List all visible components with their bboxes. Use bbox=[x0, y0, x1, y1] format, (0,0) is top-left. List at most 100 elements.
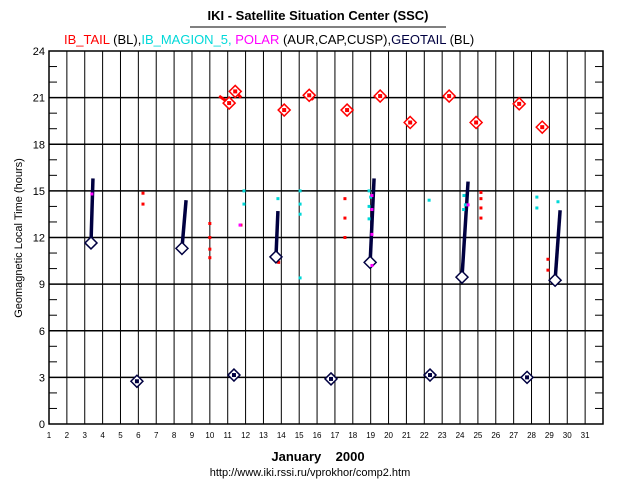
ib-tail-point bbox=[343, 197, 347, 201]
x-axis-label: January 2000 bbox=[271, 449, 364, 464]
magion5-point bbox=[535, 206, 539, 210]
ib-tail-point bbox=[343, 236, 347, 239]
ib-tail-point bbox=[208, 256, 212, 260]
ib-tail-point bbox=[378, 94, 383, 99]
x-tick-label: 25 bbox=[473, 431, 482, 440]
geotail-track bbox=[274, 211, 280, 258]
magion5-point bbox=[367, 217, 371, 221]
ib-tail-point bbox=[208, 236, 212, 239]
y-tick-label: 15 bbox=[33, 186, 45, 198]
legend-geotail: GEOTAIL bbox=[391, 32, 446, 47]
x-tick-label: 12 bbox=[241, 431, 250, 440]
y-tick-label: 18 bbox=[33, 139, 45, 151]
geotail-point bbox=[329, 376, 334, 381]
geotail-track bbox=[553, 210, 562, 281]
x-tick-label: 4 bbox=[100, 431, 105, 440]
geotail-track bbox=[460, 181, 470, 278]
polar-point bbox=[370, 232, 374, 236]
geotail-diamond bbox=[548, 273, 563, 288]
grid bbox=[48, 50, 604, 425]
ib-tail-point bbox=[546, 257, 550, 261]
y-tick-label: 0 bbox=[39, 419, 45, 431]
ib-tail-point bbox=[408, 120, 413, 125]
polar-point bbox=[238, 223, 242, 227]
geotail-point bbox=[231, 373, 236, 378]
polar-point bbox=[466, 203, 470, 207]
legend-polar-suffix: (AUR,CAP,CUSP), bbox=[279, 32, 391, 47]
ib-tail-point bbox=[479, 206, 483, 210]
geotail-diamond bbox=[268, 249, 284, 264]
magion5-point bbox=[462, 194, 466, 198]
magion5-point bbox=[367, 204, 371, 208]
ib-tail-point bbox=[282, 108, 287, 113]
x-tick-label: 27 bbox=[509, 431, 518, 440]
magion5-point bbox=[242, 189, 246, 193]
x-tick-label: 24 bbox=[456, 431, 465, 440]
ib-tail-point bbox=[227, 101, 232, 106]
y-tick-label: 9 bbox=[39, 279, 45, 291]
x-tick-label: 2 bbox=[65, 431, 70, 440]
geotail-diamond bbox=[83, 235, 99, 251]
x-tick-label: 17 bbox=[330, 431, 339, 440]
x-tick-label: 26 bbox=[491, 431, 500, 440]
x-tick-label: 13 bbox=[259, 431, 268, 440]
polar-point bbox=[370, 263, 374, 267]
x-tick-label: 9 bbox=[190, 431, 195, 440]
ib-tail-point bbox=[479, 190, 483, 194]
legend-magion5: IB_MAGION_5, bbox=[141, 32, 231, 47]
ib-tail-point bbox=[546, 268, 550, 272]
y-tick-label: 12 bbox=[33, 233, 45, 245]
x-tick-label: 30 bbox=[563, 431, 572, 440]
magion5-point bbox=[556, 200, 560, 204]
magion5-point bbox=[535, 195, 539, 199]
ib-tail-point bbox=[141, 191, 145, 195]
magion5-point bbox=[298, 212, 302, 216]
tick-labels: 1 2 3 4 5 6 7 8 9 10 11 12 13 14 15 16 17 18 19 20 21 22 23 24 2… bbox=[33, 46, 590, 440]
legend-polar: POLAR bbox=[235, 32, 279, 47]
geotail-point bbox=[525, 375, 530, 380]
polar-point bbox=[90, 192, 94, 196]
x-tick-label: 23 bbox=[438, 431, 447, 440]
magion5-point bbox=[276, 197, 280, 201]
y-tick-label: 21 bbox=[33, 93, 45, 105]
magion5-point bbox=[462, 208, 466, 212]
geotail-diamond bbox=[454, 270, 470, 285]
footer-url: http://www.iki.rssi.ru/vprokhor/comp2.ht… bbox=[210, 467, 411, 479]
magion5-point bbox=[463, 203, 467, 207]
ib-tail-point bbox=[345, 108, 350, 113]
ib-tail-point bbox=[208, 247, 212, 251]
geotail-point bbox=[134, 379, 139, 384]
legend: IB_TAIL (BL),IB_MAGION_5, POLAR (AUR,CAP… bbox=[64, 32, 474, 47]
x-tick-label: 29 bbox=[545, 431, 554, 440]
magion5-point bbox=[369, 195, 373, 199]
geotail-diamond bbox=[363, 255, 378, 270]
geotail-track bbox=[368, 178, 376, 263]
geotail-track bbox=[180, 200, 188, 249]
ib-tail-point bbox=[474, 120, 479, 125]
geotail-track bbox=[89, 178, 95, 243]
legend-ib-tail: IB_TAIL bbox=[64, 32, 110, 47]
x-tick-label: 21 bbox=[402, 431, 411, 440]
ib-tail-point bbox=[277, 260, 281, 264]
data-marks bbox=[83, 84, 563, 389]
geotail-diamond bbox=[174, 241, 190, 256]
ib-tail-point bbox=[447, 94, 452, 99]
ib-tail-point bbox=[479, 216, 483, 220]
ib-tail-point bbox=[540, 125, 545, 130]
x-tick-label: 28 bbox=[527, 431, 536, 440]
ib-tail-point bbox=[208, 222, 212, 226]
legend-ib-tail-suffix: (BL), bbox=[110, 32, 142, 47]
x-tick-label: 22 bbox=[420, 431, 429, 440]
magion5-point bbox=[298, 202, 302, 206]
ib-tail-point bbox=[343, 216, 347, 220]
x-tick-label: 7 bbox=[154, 431, 159, 440]
x-tick-label: 31 bbox=[581, 431, 590, 440]
x-tick-label: 19 bbox=[366, 431, 375, 440]
ib-tail-point bbox=[517, 101, 522, 106]
x-tick-label: 1 bbox=[47, 431, 52, 440]
chart-title: IKI - Satellite Situation Center (SSC) bbox=[207, 8, 428, 23]
x-tick-label: 10 bbox=[205, 431, 214, 440]
x-tick-label: 14 bbox=[277, 431, 286, 440]
magion5-point bbox=[427, 198, 431, 202]
